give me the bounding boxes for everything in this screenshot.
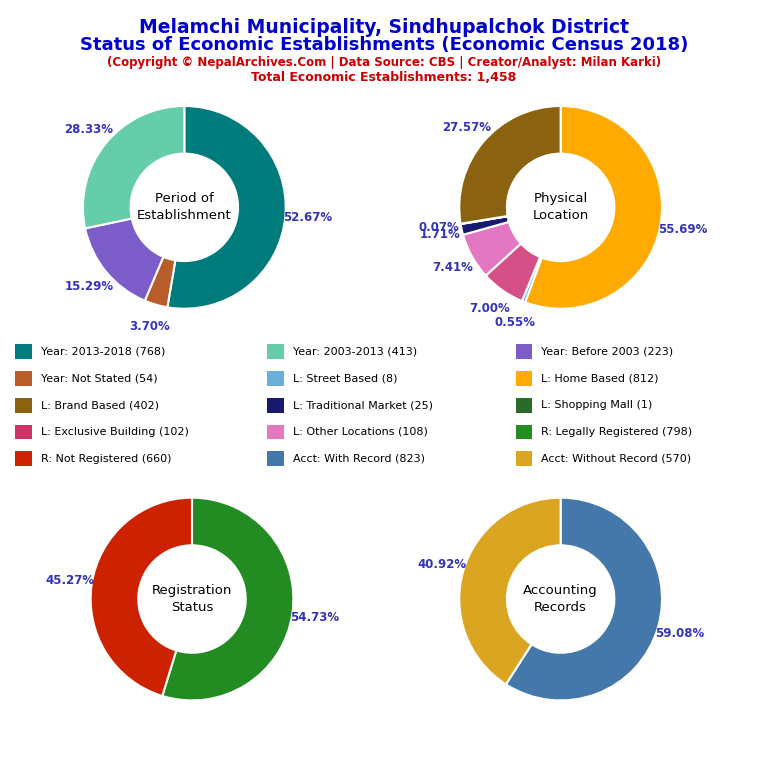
Text: L: Traditional Market (25): L: Traditional Market (25) [293,400,433,410]
Text: Physical
Location: Physical Location [532,192,589,223]
Wedge shape [525,106,662,309]
Text: Melamchi Municipality, Sindhupalchok District: Melamchi Municipality, Sindhupalchok Dis… [139,18,629,37]
Bar [15,371,31,386]
Bar [516,398,532,412]
Wedge shape [145,257,175,307]
Text: Year: 2003-2013 (413): Year: 2003-2013 (413) [293,346,417,356]
Text: Period of
Establishment: Period of Establishment [137,192,232,223]
Text: 40.92%: 40.92% [417,558,466,571]
Text: R: Legally Registered (798): R: Legally Registered (798) [541,427,693,437]
Text: L: Brand Based (402): L: Brand Based (402) [41,400,159,410]
Bar [516,371,532,386]
Text: Registration
Status: Registration Status [152,584,232,614]
Text: 52.67%: 52.67% [283,211,332,224]
Bar [267,398,284,412]
Text: 54.73%: 54.73% [290,611,339,624]
Text: L: Street Based (8): L: Street Based (8) [293,373,397,383]
Bar [516,425,532,439]
Wedge shape [463,222,521,276]
Bar [267,452,284,466]
Wedge shape [83,106,184,228]
Text: 28.33%: 28.33% [64,123,113,136]
Wedge shape [522,257,542,303]
Wedge shape [506,498,662,700]
Wedge shape [167,106,286,309]
Bar [15,344,31,359]
Wedge shape [91,498,192,696]
Bar [15,452,31,466]
Wedge shape [85,219,164,301]
Text: Year: Not Stated (54): Year: Not Stated (54) [41,373,157,383]
Text: R: Not Registered (660): R: Not Registered (660) [41,454,171,464]
Wedge shape [459,498,561,684]
Bar [267,425,284,439]
Wedge shape [461,217,509,235]
Text: 7.41%: 7.41% [432,261,473,274]
Wedge shape [459,106,561,223]
Text: Year: 2013-2018 (768): Year: 2013-2018 (768) [41,346,165,356]
Wedge shape [162,498,293,700]
Text: L: Home Based (812): L: Home Based (812) [541,373,659,383]
Text: Year: Before 2003 (223): Year: Before 2003 (223) [541,346,674,356]
Text: 27.57%: 27.57% [442,121,491,134]
Bar [267,344,284,359]
Bar [15,398,31,412]
Bar [516,344,532,359]
Text: L: Shopping Mall (1): L: Shopping Mall (1) [541,400,653,410]
Text: 7.00%: 7.00% [469,302,510,315]
Text: Status of Economic Establishments (Economic Census 2018): Status of Economic Establishments (Econo… [80,36,688,54]
Text: (Copyright © NepalArchives.Com | Data Source: CBS | Creator/Analyst: Milan Karki: (Copyright © NepalArchives.Com | Data So… [107,56,661,69]
Text: 59.08%: 59.08% [654,627,704,641]
Text: 1.71%: 1.71% [419,228,460,241]
Text: Accounting
Records: Accounting Records [523,584,598,614]
Text: 55.69%: 55.69% [657,223,707,236]
Text: Acct: With Record (823): Acct: With Record (823) [293,454,425,464]
Text: 0.07%: 0.07% [419,221,459,234]
Text: 0.55%: 0.55% [495,316,536,329]
Text: 45.27%: 45.27% [45,574,94,588]
Text: L: Other Locations (108): L: Other Locations (108) [293,427,428,437]
Text: Total Economic Establishments: 1,458: Total Economic Establishments: 1,458 [251,71,517,84]
Bar [267,371,284,386]
Text: Acct: Without Record (570): Acct: Without Record (570) [541,454,691,464]
Wedge shape [485,243,540,301]
Text: L: Exclusive Building (102): L: Exclusive Building (102) [41,427,189,437]
Text: 3.70%: 3.70% [129,319,170,333]
Bar [516,452,532,466]
Wedge shape [461,216,508,224]
Bar [15,425,31,439]
Text: 15.29%: 15.29% [65,280,114,293]
